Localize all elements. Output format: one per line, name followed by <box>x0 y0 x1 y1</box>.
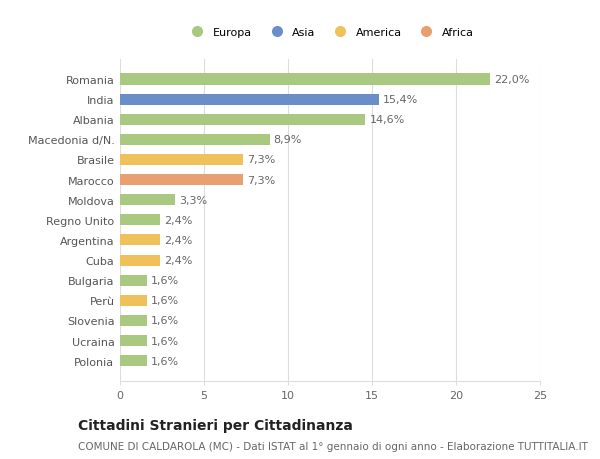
Legend: Europa, Asia, America, Africa: Europa, Asia, America, Africa <box>182 23 478 42</box>
Bar <box>120 315 147 326</box>
Bar <box>120 134 269 146</box>
Text: 14,6%: 14,6% <box>370 115 405 125</box>
Text: COMUNE DI CALDAROLA (MC) - Dati ISTAT al 1° gennaio di ogni anno - Elaborazione : COMUNE DI CALDAROLA (MC) - Dati ISTAT al… <box>78 441 588 451</box>
Bar <box>120 215 160 226</box>
Text: 2,4%: 2,4% <box>164 235 193 246</box>
Text: 8,9%: 8,9% <box>274 135 302 145</box>
Bar <box>120 74 490 85</box>
Bar <box>120 155 242 166</box>
Text: 1,6%: 1,6% <box>151 275 179 285</box>
Bar <box>120 355 147 366</box>
Text: 7,3%: 7,3% <box>247 175 275 185</box>
Bar <box>120 295 147 306</box>
Text: 22,0%: 22,0% <box>494 75 529 85</box>
Bar <box>120 255 160 266</box>
Bar <box>120 114 365 125</box>
Bar <box>120 275 147 286</box>
Text: Cittadini Stranieri per Cittadinanza: Cittadini Stranieri per Cittadinanza <box>78 418 353 432</box>
Bar <box>120 174 242 186</box>
Bar <box>120 195 175 206</box>
Bar <box>120 235 160 246</box>
Text: 7,3%: 7,3% <box>247 155 275 165</box>
Text: 15,4%: 15,4% <box>383 95 418 105</box>
Text: 1,6%: 1,6% <box>151 296 179 306</box>
Text: 1,6%: 1,6% <box>151 356 179 366</box>
Text: 1,6%: 1,6% <box>151 316 179 326</box>
Text: 2,4%: 2,4% <box>164 256 193 265</box>
Text: 2,4%: 2,4% <box>164 215 193 225</box>
Bar <box>120 335 147 346</box>
Text: 3,3%: 3,3% <box>179 195 208 205</box>
Bar <box>120 95 379 106</box>
Text: 1,6%: 1,6% <box>151 336 179 346</box>
